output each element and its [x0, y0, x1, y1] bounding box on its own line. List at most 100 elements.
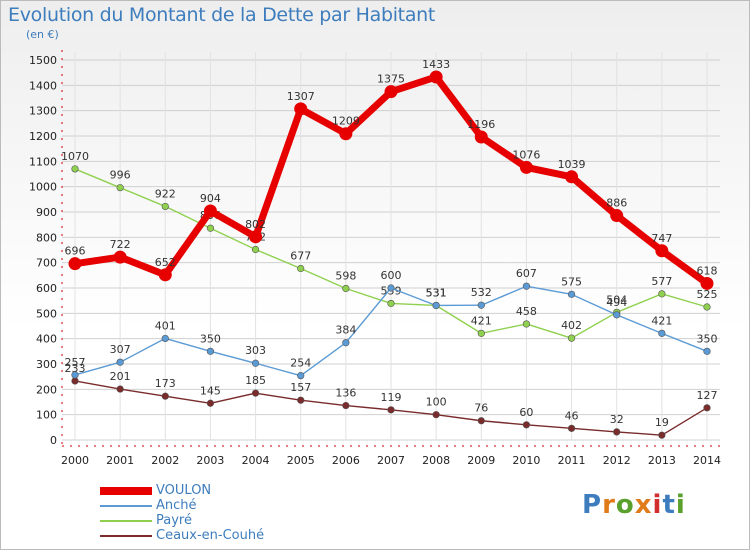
data-point-payr-2007 — [387, 299, 395, 308]
x-tick-label-2014: 2014 — [693, 454, 721, 467]
legend-item-ceaux[interactable]: Ceaux-en-Couhé — [100, 528, 340, 544]
x-tick-label-2010: 2010 — [512, 454, 540, 467]
data-point-voulon-2001 — [113, 250, 127, 264]
x-tick-label-2005: 2005 — [287, 454, 315, 467]
data-point-ceauxencouh-2014 — [703, 404, 711, 412]
legend-swatch-anche — [100, 505, 152, 507]
legend-label-voulon: VOULON — [156, 483, 212, 498]
y-tick-label-0: 0 — [50, 434, 57, 447]
data-label-ceauxencouh-2008: 100 — [426, 396, 447, 409]
y-tick-label-1400: 1400 — [29, 79, 57, 92]
data-label-anch-2000: 257 — [65, 356, 86, 369]
data-label-voulon-2004: 802 — [245, 218, 266, 231]
data-label-anch-2001: 307 — [110, 343, 131, 356]
data-point-payr-2002 — [161, 202, 169, 211]
data-point-ceauxencouh-2010 — [522, 421, 531, 429]
data-label-payr-2005: 677 — [290, 249, 311, 262]
data-point-ceauxencouh-2005 — [297, 396, 305, 404]
data-point-voulon-2008 — [429, 70, 443, 84]
data-point-payr-2000 — [71, 165, 79, 173]
data-point-ceauxencouh-2009 — [477, 417, 485, 425]
x-tick-label-2009: 2009 — [467, 454, 495, 467]
legend-label-ceaux: Ceaux-en-Couhé — [156, 528, 265, 543]
data-label-payr-2012: 504 — [606, 293, 627, 306]
data-point-anch-2012 — [613, 311, 621, 319]
data-label-anch-2003: 350 — [200, 332, 221, 345]
data-label-anch-2004: 303 — [245, 344, 266, 357]
data-label-ceauxencouh-2001: 201 — [110, 370, 131, 383]
legend-item-anche[interactable]: Anché — [100, 498, 340, 514]
data-point-anch-2011 — [567, 290, 576, 298]
data-label-voulon-2001: 722 — [110, 238, 131, 251]
data-point-ceauxencouh-2001 — [116, 385, 124, 393]
legend-item-payre[interactable]: Payré — [100, 513, 340, 529]
data-label-voulon-2000: 696 — [65, 245, 86, 258]
legend-swatch-payre — [100, 520, 152, 522]
data-point-anch-2003 — [206, 347, 215, 355]
data-point-voulon-2005 — [294, 102, 308, 116]
data-label-ceauxencouh-2011: 46 — [565, 409, 579, 422]
data-point-voulon-2000 — [68, 257, 82, 271]
data-point-anch-2006 — [342, 339, 350, 347]
data-point-ceauxencouh-2006 — [342, 401, 350, 410]
data-point-ceauxencouh-2000 — [71, 377, 79, 385]
data-label-anch-2011: 575 — [561, 275, 582, 288]
data-point-voulon-2012 — [610, 209, 624, 223]
data-label-ceauxencouh-2013: 19 — [655, 416, 669, 429]
data-point-ceauxencouh-2011 — [567, 424, 576, 432]
data-label-voulon-2002: 652 — [155, 256, 176, 269]
x-tick-label-2006: 2006 — [332, 454, 360, 467]
x-tick-label-2000: 2000 — [61, 454, 89, 467]
data-point-ceauxencouh-2007 — [387, 406, 395, 414]
x-tick-label-2008: 2008 — [422, 454, 450, 467]
data-label-ceauxencouh-2010: 60 — [519, 406, 533, 419]
data-point-ceauxencouh-2003 — [206, 399, 215, 407]
data-label-anch-2006: 384 — [335, 324, 356, 337]
data-label-ceauxencouh-2004: 185 — [245, 374, 266, 387]
data-label-ceauxencouh-2014: 127 — [697, 389, 718, 402]
data-label-payr-2008: 531 — [426, 286, 447, 299]
y-tick-label-1000: 1000 — [29, 181, 57, 194]
data-point-anch-2009 — [477, 301, 485, 309]
x-tick-label-2002: 2002 — [151, 454, 179, 467]
data-label-payr-2001: 996 — [110, 169, 131, 182]
data-label-ceauxencouh-2002: 173 — [155, 377, 176, 390]
data-point-payr-2014 — [703, 303, 711, 311]
y-tick-label-1500: 1500 — [29, 54, 57, 67]
data-point-payr-2001 — [116, 184, 124, 192]
legend-label-payre: Payré — [156, 513, 192, 528]
data-label-payr-2006: 598 — [335, 270, 356, 283]
data-point-voulon-2003 — [203, 204, 217, 218]
data-point-voulon-2010 — [519, 160, 533, 174]
chart-subtitle: (en €) — [26, 28, 59, 41]
data-point-anch-2007 — [387, 284, 395, 292]
data-point-ceauxencouh-2002 — [161, 392, 169, 400]
data-label-ceauxencouh-2009: 76 — [474, 402, 488, 415]
data-label-voulon-2013: 747 — [651, 232, 672, 245]
data-point-anch-2013 — [658, 329, 666, 337]
data-point-payr-2010 — [522, 320, 531, 328]
data-point-voulon-2014 — [700, 276, 714, 290]
legend-swatch-ceaux — [100, 535, 152, 537]
data-label-ceauxencouh-2005: 157 — [290, 381, 311, 394]
data-point-voulon-2009 — [474, 130, 488, 144]
data-point-voulon-2007 — [384, 85, 398, 99]
data-point-anch-2014 — [703, 347, 711, 355]
data-label-anch-2008: 531 — [426, 286, 447, 299]
legend-item-voulon[interactable]: VOULON — [100, 483, 340, 499]
data-label-voulon-2011: 1039 — [558, 158, 586, 171]
data-point-anch-2001 — [116, 358, 124, 366]
data-point-anch-2000 — [71, 371, 79, 379]
data-point-ceauxencouh-2008 — [432, 411, 440, 419]
data-label-payr-2010: 458 — [516, 305, 537, 318]
x-tick-label-2012: 2012 — [603, 454, 631, 467]
data-label-ceauxencouh-2003: 145 — [200, 384, 221, 397]
data-label-ceauxencouh-2012: 32 — [610, 413, 624, 426]
y-tick-label-1300: 1300 — [29, 105, 57, 118]
legend: VOULON Anché Payré Ceaux-en-Couhé — [100, 483, 340, 544]
data-point-anch-2004 — [251, 359, 260, 367]
data-point-ceauxencouh-2013 — [658, 431, 666, 439]
legend-label-anche: Anché — [156, 498, 197, 513]
x-tick-label-2004: 2004 — [242, 454, 270, 467]
